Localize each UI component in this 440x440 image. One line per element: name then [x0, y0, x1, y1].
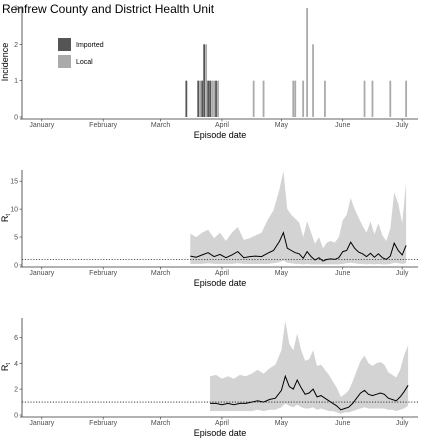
bar-imported [203, 44, 206, 118]
x-tick-label: January [29, 122, 54, 129]
y-axis-label: Rt [0, 363, 12, 372]
x-tick-label: May [275, 420, 289, 427]
y-tick-label: 2 [14, 42, 18, 49]
x-tick-label: March [151, 122, 171, 129]
legend-label-imported: Imported [76, 42, 104, 49]
y-tick-label: 3 [14, 6, 18, 13]
x-tick-label: May [275, 122, 289, 129]
bar-imported [185, 80, 188, 117]
bar-local [294, 80, 297, 117]
bar-local [213, 80, 215, 117]
x-axis-label: Episode date [194, 130, 247, 140]
bar-local [252, 80, 255, 117]
bar-local [363, 80, 366, 117]
x-tick-label: June [335, 420, 350, 427]
x-tick-label: February [89, 122, 118, 129]
rt-panel-1: 0 5 10 15 January February March April May June Ju… [0, 170, 418, 288]
bar-imported [215, 80, 217, 117]
bar-local [292, 80, 295, 117]
x-tick-label: July [396, 420, 409, 427]
bar-imported [207, 80, 210, 117]
x-tick-label: June [335, 122, 350, 129]
bar-local [302, 80, 305, 117]
rt-line [190, 231, 407, 262]
x-tick-label: March [151, 270, 171, 277]
x-tick-label: March [151, 420, 171, 427]
bar-local [389, 80, 392, 117]
y-axis-label: Incidence [0, 43, 10, 82]
y-tick-label: 0 [14, 115, 18, 122]
bar-local [199, 80, 202, 117]
x-tick-label: January [29, 420, 54, 427]
x-tick-label: July [396, 122, 409, 129]
x-tick-label: June [335, 270, 350, 277]
y-tick-label: 10 [10, 207, 18, 214]
x-axis-label: Episode date [194, 278, 247, 288]
confidence-band [210, 320, 409, 414]
x-tick-label: April [215, 122, 229, 129]
bar-local [306, 8, 309, 117]
legend-label-local: Local [76, 59, 93, 66]
x-tick-label: February [89, 420, 118, 427]
y-tick-label: 15 [10, 179, 18, 186]
y-tick-label: 4 [14, 361, 18, 368]
y-tick-label: 5 [14, 235, 18, 242]
y-tick-label: 0 [14, 263, 18, 270]
incidence-panel: 0 1 2 3 January February March April May June July… [0, 6, 418, 140]
rt-line [210, 374, 409, 411]
bar-imported [197, 80, 200, 117]
x-tick-label: April [215, 270, 229, 277]
bar-local [324, 80, 326, 117]
x-tick-label: January [29, 270, 54, 277]
legend-swatch-local [58, 55, 71, 68]
figure-title: Renfrew County and District Health Unit [2, 2, 215, 16]
bar-local [211, 80, 213, 117]
bar-local [312, 44, 314, 118]
bar-local [262, 80, 265, 117]
x-tick-label: May [275, 270, 289, 277]
rt-panel-2: 0 2 4 6 January February March April May June July… [0, 318, 418, 438]
y-tick-label: 2 [14, 387, 18, 394]
x-tick-label: April [215, 420, 229, 427]
confidence-band [190, 171, 407, 265]
bar-local [371, 80, 374, 117]
x-axis-label: Episode date [194, 428, 247, 438]
bar-imported [201, 80, 204, 117]
y-tick-label: 0 [14, 413, 18, 420]
bar-local [405, 80, 408, 117]
x-tick-label: July [396, 270, 409, 277]
bar-imported [209, 80, 211, 117]
bar-local [205, 44, 208, 118]
y-axis-label: Rt [0, 214, 12, 223]
y-tick-label: 1 [14, 78, 18, 85]
x-tick-label: February [89, 270, 118, 277]
bar-local [217, 80, 219, 117]
y-tick-label: 6 [14, 335, 18, 342]
legend-swatch-imported [58, 38, 71, 51]
